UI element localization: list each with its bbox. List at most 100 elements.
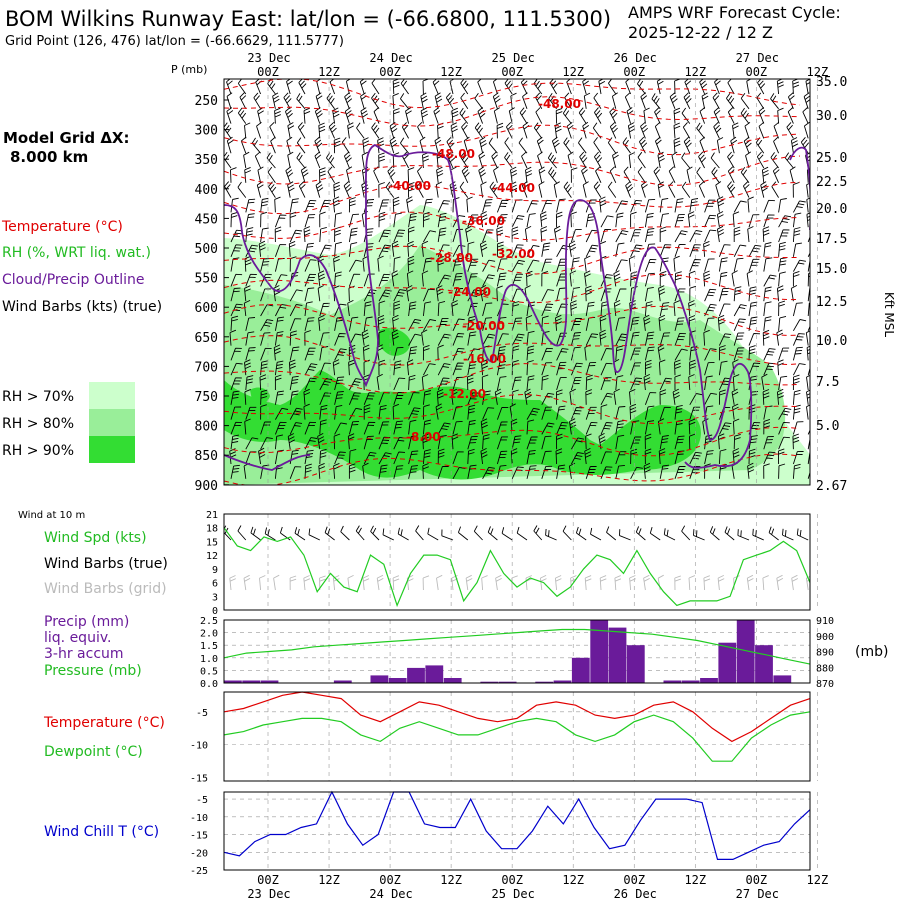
- wind-barb: [609, 121, 618, 139]
- wind-barb: [496, 450, 508, 465]
- wind-barb: [482, 407, 495, 420]
- wind-barb: [585, 244, 599, 258]
- time-tick-top: 12Z: [440, 65, 462, 79]
- wind-barb: [570, 300, 578, 317]
- wind-barb: [793, 319, 807, 332]
- wind-barb: [718, 422, 732, 435]
- wind-barb: [659, 389, 667, 405]
- wind-barb: [740, 166, 750, 184]
- wind-barb: [270, 136, 276, 154]
- wind-barb: [451, 300, 459, 317]
- wind-barb-10m: [473, 525, 483, 541]
- wind-barb: [748, 435, 758, 450]
- wind-barb: [496, 258, 508, 272]
- wind-barb: [237, 107, 247, 124]
- wind-barb: [776, 79, 784, 95]
- wind-barb: [535, 92, 543, 110]
- wind-barb: [437, 435, 447, 450]
- wind-barb: [289, 449, 299, 465]
- wind-barb: [251, 137, 261, 154]
- wind-barb-10m: [590, 527, 602, 541]
- wind-barb: [789, 166, 796, 183]
- wind-barb: [230, 244, 243, 257]
- wind-barb-grid: [259, 575, 266, 591]
- wind-barb: [630, 347, 642, 361]
- wind-barb: [658, 285, 666, 302]
- wind-barb: [717, 433, 725, 450]
- wind-barb: [556, 198, 566, 213]
- precip-bar: [571, 657, 590, 683]
- wind-barb: [579, 151, 588, 169]
- wind-barb: [378, 244, 392, 257]
- wind-barb: [393, 300, 401, 317]
- wind-barb: [792, 363, 806, 376]
- wind-barb: [508, 107, 515, 124]
- wind-barb: [556, 287, 566, 302]
- wind-barb-10m: [308, 528, 320, 541]
- pressure-tick: 550: [195, 272, 218, 287]
- wind-barb: [421, 240, 429, 257]
- wind-barb: [644, 420, 655, 435]
- wind-barb: [740, 107, 750, 124]
- cross-section-gridlines: [267, 79, 818, 485]
- wind-barb: [704, 199, 716, 213]
- time-tick-top: 12Z: [562, 65, 584, 79]
- wind-barb: [371, 122, 380, 139]
- wind-barb: [556, 245, 570, 258]
- wind-barb: [761, 166, 769, 183]
- wind-barb: [274, 244, 287, 257]
- wind-barb: [422, 404, 430, 420]
- wind-barb-10m: [457, 526, 469, 541]
- day-label-top: 24 Dec: [369, 51, 412, 65]
- wind-barb-10m: [562, 525, 572, 541]
- wind-barb: [745, 151, 752, 169]
- wind-barb: [348, 420, 360, 435]
- wind-barb: [496, 199, 509, 213]
- wind-barb: [296, 93, 306, 110]
- wind-barb: [244, 388, 251, 405]
- wind-barb: [436, 285, 444, 302]
- wind-barb: [778, 315, 787, 331]
- wind-barb: [297, 122, 306, 139]
- wind-barb: [585, 433, 592, 450]
- legend-precip-accum: 3-hr accum: [44, 646, 124, 662]
- time-tick-bottom: 00Z: [257, 873, 279, 887]
- wind-barb: [230, 377, 242, 391]
- pressure-tick: 850: [195, 449, 218, 464]
- wind-tick: 18: [206, 524, 218, 535]
- wind-barb: [644, 228, 655, 243]
- wind-barb: [494, 388, 502, 405]
- wind-barb: [522, 121, 530, 139]
- wind-barb: [718, 287, 730, 302]
- wind-barb: [744, 121, 751, 139]
- time-tick-bottom: 12Z: [562, 873, 584, 887]
- wind-barb: [423, 230, 437, 243]
- dewpoint-line: [223, 711, 811, 762]
- wind-barb: [285, 166, 294, 183]
- wind-barb: [461, 122, 469, 139]
- wind-barb: [526, 407, 540, 420]
- wind-barb: [689, 406, 701, 420]
- wind-barb: [332, 359, 340, 376]
- wind-barb: [511, 259, 525, 272]
- wind-barb: [578, 137, 587, 154]
- temperature-label: -8.00: [406, 430, 441, 444]
- temperature-label: -28.00: [430, 251, 473, 265]
- wind-barb: [437, 422, 451, 435]
- wind-barb: [541, 258, 553, 272]
- wind-barb: [778, 407, 792, 420]
- wind-barb-grid: [584, 575, 592, 591]
- wind-barb: [260, 421, 271, 435]
- wind-barb: [681, 107, 691, 124]
- wind-barb: [776, 388, 784, 405]
- wind-barb: [482, 434, 490, 450]
- wind-barb: [269, 121, 276, 139]
- wind-barb: [740, 92, 750, 110]
- wind-barb: [461, 166, 470, 183]
- temperature-contour: [224, 155, 801, 186]
- wind-barb: [629, 388, 636, 405]
- wind-barb: [408, 374, 416, 391]
- wind-barb: [704, 392, 717, 406]
- wind-tick: 9: [212, 565, 218, 576]
- wind-barb: [510, 166, 518, 183]
